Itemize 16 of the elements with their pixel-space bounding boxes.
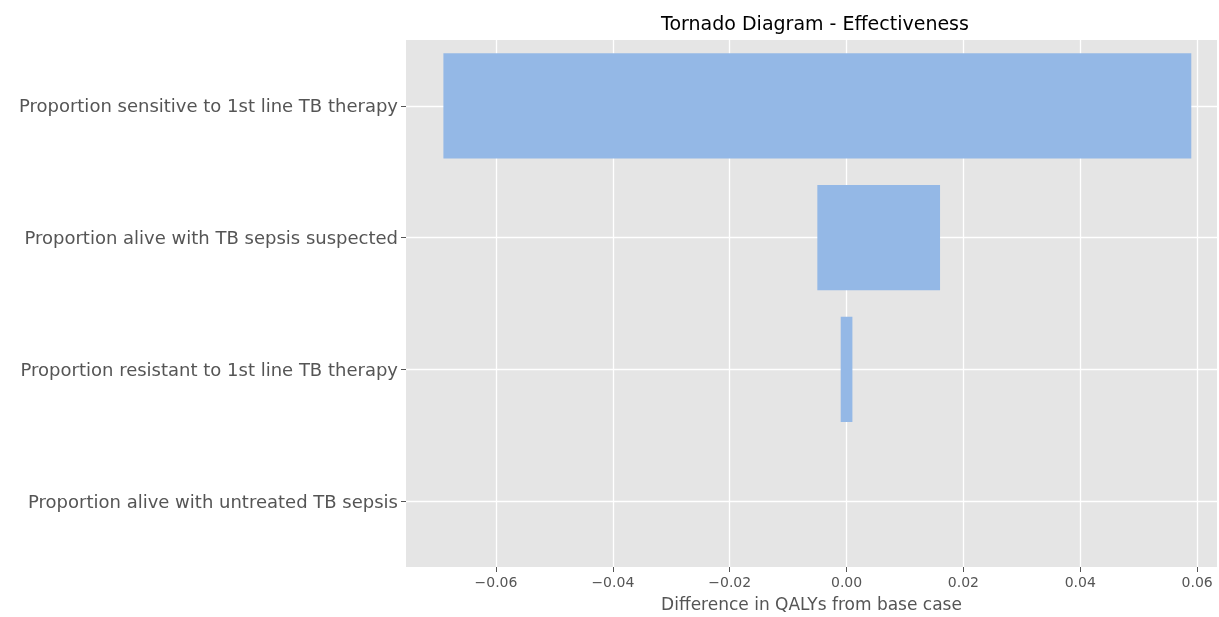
x-tick-label: 0.06	[1181, 574, 1213, 590]
x-tick-label: −0.06	[474, 574, 518, 590]
x-tick-label: −0.02	[708, 574, 752, 590]
x-tick-label: −0.04	[591, 574, 635, 590]
y-tick-label: Proportion sensitive to 1st line TB therapy	[18, 95, 399, 117]
y-tick-label: Proportion alive with TB sepsis suspected	[24, 227, 398, 249]
x-tick-label: 0.00	[830, 574, 863, 590]
x-tick-label: 0.04	[1064, 574, 1096, 590]
y-tick-label: Proportion resistant to 1st line TB therapy	[20, 358, 399, 380]
bar	[817, 184, 941, 291]
x-axis-title: Difference in QALYs from base case	[661, 593, 962, 614]
bar	[840, 316, 853, 423]
chart-title: Tornado Diagram - Effectiveness	[660, 11, 969, 34]
bar	[443, 53, 1192, 159]
y-tick-label: Proportion alive with untreated TB sepsis	[28, 490, 398, 512]
x-tick-label: 0.02	[947, 574, 979, 590]
